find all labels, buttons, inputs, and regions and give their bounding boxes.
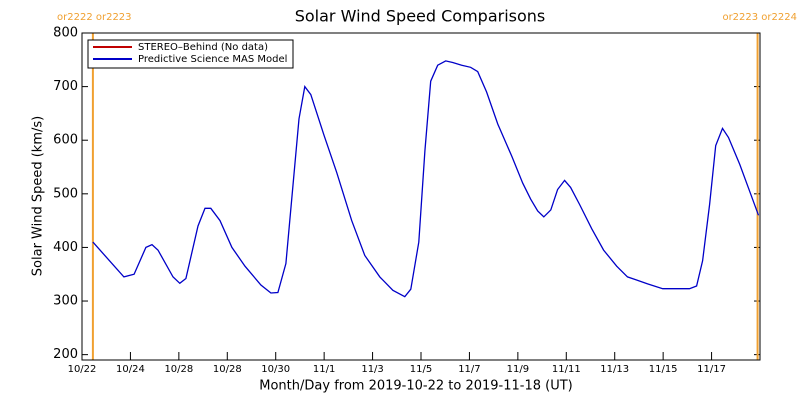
- x-tick-label: 10/28: [164, 364, 193, 375]
- chart-title: Solar Wind Speed Comparisons: [295, 7, 546, 26]
- x-tick-label: 10/28: [213, 364, 242, 375]
- x-tick-label: 11/5: [410, 364, 432, 375]
- x-tick-label: 10/30: [261, 364, 290, 375]
- legend-label: Predictive Science MAS Model: [138, 54, 287, 65]
- plot-frame: [81, 32, 761, 361]
- x-tick-label: 11/17: [697, 364, 726, 375]
- y-axis-label: Solar Wind Speed (km/s): [31, 116, 46, 276]
- y-tick-label: 400: [53, 240, 78, 255]
- x-tick-label: 11/3: [361, 364, 383, 375]
- y-tick-label: 300: [53, 294, 78, 309]
- y-tick-label: 200: [53, 347, 78, 362]
- y-tick-label: 500: [53, 186, 78, 201]
- y-tick-label: 600: [53, 133, 78, 148]
- carrington-label: or2222 or2223: [57, 12, 132, 23]
- x-tick-label: 10/24: [116, 364, 145, 375]
- x-tick-label: 10/22: [68, 364, 97, 375]
- legend-label: STEREO–Behind (No data): [138, 42, 268, 53]
- y-tick-label: 800: [53, 26, 78, 41]
- x-tick-label: 11/15: [649, 364, 678, 375]
- x-axis-label: Month/Day from 2019-10-22 to 2019-11-18 …: [259, 379, 572, 394]
- legend-box: [87, 39, 294, 69]
- x-tick-label: 11/9: [507, 364, 529, 375]
- data-line: [92, 60, 760, 298]
- x-tick-label: 11/7: [458, 364, 480, 375]
- y-tick-label: 700: [53, 79, 78, 94]
- carrington-label: or2223 or2224: [722, 12, 797, 23]
- x-tick-label: 11/11: [552, 364, 581, 375]
- x-tick-label: 11/1: [313, 364, 335, 375]
- x-tick-label: 11/13: [600, 364, 629, 375]
